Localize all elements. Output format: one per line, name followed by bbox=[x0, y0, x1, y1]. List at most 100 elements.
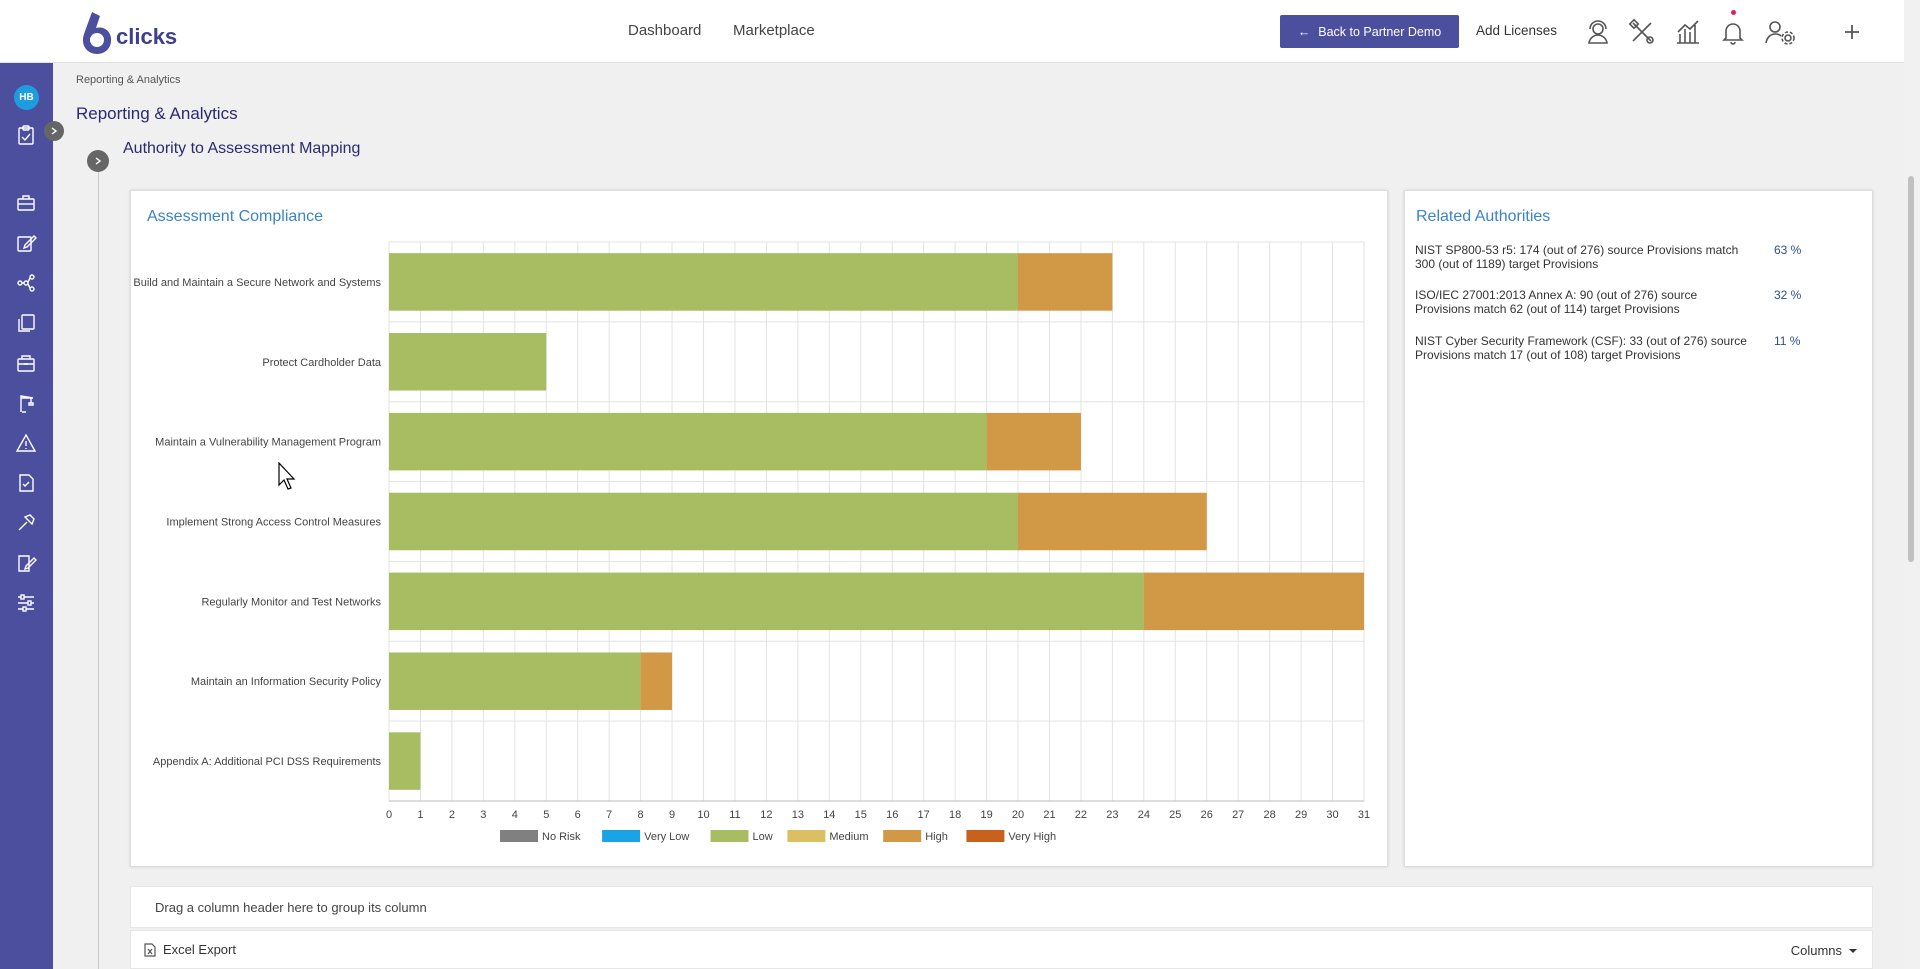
section-rail bbox=[98, 150, 99, 969]
back-button-label: Back to Partner Demo bbox=[1318, 24, 1442, 39]
legend-label: No Risk bbox=[542, 831, 581, 843]
columns-dropdown[interactable]: Columns bbox=[1791, 943, 1858, 958]
bar-segment bbox=[389, 333, 547, 391]
x-tick-label: 12 bbox=[760, 809, 772, 821]
related-authorities-title: Related Authorities bbox=[1416, 208, 1551, 225]
bar-segment bbox=[389, 572, 1144, 631]
nav-dashboard[interactable]: Dashboard bbox=[628, 22, 702, 39]
group-by-drop-zone[interactable]: Drag a column header here to group its c… bbox=[130, 886, 1873, 928]
document-check-icon[interactable] bbox=[15, 472, 37, 494]
x-tick-label: 14 bbox=[823, 809, 835, 821]
x-tick-label: 7 bbox=[606, 809, 612, 821]
legend-swatch bbox=[787, 830, 826, 842]
sidebar-expand-toggle[interactable] bbox=[44, 121, 64, 141]
x-tick-label: 25 bbox=[1169, 809, 1181, 821]
legend-swatch bbox=[710, 830, 749, 842]
legend-label: Very Low bbox=[644, 831, 689, 843]
x-tick-label: 21 bbox=[1043, 809, 1055, 821]
authority-text: NIST Cyber Security Framework (CSF): 33 … bbox=[1415, 334, 1747, 362]
mouse-cursor-icon bbox=[278, 462, 296, 490]
x-tick-label: 19 bbox=[980, 809, 992, 821]
breadcrumb[interactable]: Reporting & Analytics bbox=[76, 74, 181, 86]
category-label: Implement Strong Access Control Measures bbox=[166, 517, 381, 529]
add-licenses-link[interactable]: Add Licenses bbox=[1476, 23, 1558, 38]
x-tick-label: 11 bbox=[729, 809, 740, 821]
x-tick-label: 9 bbox=[669, 809, 675, 821]
analytics-icon[interactable] bbox=[1674, 18, 1702, 46]
section-toggle[interactable] bbox=[87, 150, 109, 172]
legend-label: Medium bbox=[829, 831, 868, 843]
tools-icon[interactable] bbox=[1628, 18, 1656, 46]
caret-down-icon bbox=[1849, 948, 1857, 953]
support-agent-icon[interactable] bbox=[1584, 18, 1612, 46]
chevron-right-icon bbox=[95, 157, 102, 165]
x-tick-label: 23 bbox=[1106, 809, 1118, 821]
hammer-icon[interactable] bbox=[15, 512, 37, 534]
assessment-icon[interactable] bbox=[15, 124, 37, 146]
x-tick-label: 30 bbox=[1326, 809, 1338, 821]
category-label: Appendix A: Additional PCI DSS Requireme… bbox=[153, 756, 382, 768]
assessment-compliance-panel: Assessment Compliance Build and Maintain… bbox=[130, 190, 1388, 867]
x-tick-label: 0 bbox=[386, 809, 392, 821]
authority-text: NIST SP800-53 r5: 174 (out of 276) sourc… bbox=[1415, 243, 1739, 271]
legend-swatch bbox=[602, 830, 641, 842]
edit-document-icon[interactable] bbox=[15, 552, 37, 574]
legend-label: Low bbox=[753, 831, 773, 843]
network-icon[interactable] bbox=[15, 272, 37, 294]
bar-segment bbox=[389, 652, 641, 710]
legend-swatch bbox=[500, 830, 538, 842]
chevron-right-icon bbox=[51, 127, 58, 135]
toolbox-icon[interactable] bbox=[15, 352, 37, 374]
copy-icon[interactable] bbox=[15, 312, 37, 334]
x-tick-label: 31 bbox=[1358, 809, 1370, 821]
briefcase-icon[interactable] bbox=[15, 192, 37, 214]
category-label: Protect Cardholder Data bbox=[262, 357, 381, 369]
arrow-left-icon: ← bbox=[1297, 24, 1311, 39]
bar-segment bbox=[1018, 253, 1113, 311]
category-label: Maintain an Information Security Policy bbox=[191, 676, 382, 688]
excel-export-label: Excel Export bbox=[163, 942, 236, 957]
authority-text: ISO/IEC 27001:2013 Annex A: 90 (out of 2… bbox=[1415, 288, 1698, 316]
page-title: Reporting & Analytics bbox=[76, 104, 238, 123]
warning-icon[interactable] bbox=[15, 432, 37, 454]
bar-segment bbox=[1018, 492, 1207, 551]
plus-icon[interactable] bbox=[1838, 18, 1866, 46]
sliders-icon[interactable] bbox=[15, 592, 37, 614]
x-tick-label: 6 bbox=[575, 809, 581, 821]
category-label: Regularly Monitor and Test Networks bbox=[201, 596, 381, 608]
x-tick-label: 15 bbox=[855, 809, 867, 821]
bar-segment bbox=[389, 253, 1019, 311]
page-scrollbar-thumb[interactable] bbox=[1908, 176, 1914, 562]
x-tick-label: 8 bbox=[638, 809, 644, 821]
x-tick-label: 24 bbox=[1138, 809, 1150, 821]
back-to-partner-demo-button[interactable]: ← Back to Partner Demo bbox=[1280, 15, 1459, 48]
x-tick-label: 26 bbox=[1201, 809, 1213, 821]
logo-text: clicks bbox=[116, 24, 178, 49]
x-tick-label: 2 bbox=[449, 809, 455, 821]
related-authorities-panel: Related Authorities NIST SP800-53 r5: 17… bbox=[1404, 190, 1873, 867]
legend-label: Very High bbox=[1008, 831, 1056, 843]
x-tick-label: 18 bbox=[949, 809, 961, 821]
6clicks-logo[interactable] bbox=[78, 8, 178, 56]
grid-toolbar: Excel Export Columns bbox=[130, 930, 1873, 969]
excel-file-icon bbox=[144, 942, 156, 957]
crane-icon[interactable] bbox=[15, 392, 37, 414]
section-title: Authority to Assessment Mapping bbox=[123, 140, 361, 157]
x-tick-label: 3 bbox=[480, 809, 486, 821]
assessment-compliance-title: Assessment Compliance bbox=[147, 208, 324, 225]
x-tick-label: 13 bbox=[792, 809, 804, 821]
x-tick-label: 17 bbox=[918, 809, 930, 821]
category-label: Build and Maintain a Secure Network and … bbox=[133, 277, 381, 289]
avatar[interactable]: HB bbox=[14, 85, 39, 110]
excel-export-button[interactable]: Excel Export bbox=[143, 942, 236, 957]
x-tick-label: 22 bbox=[1075, 809, 1087, 821]
bell-icon[interactable] bbox=[1719, 18, 1747, 46]
user-settings-icon[interactable] bbox=[1764, 18, 1796, 46]
edit-icon[interactable] bbox=[15, 232, 37, 254]
top-bar: clicks Dashboard Marketplace ← Back to P… bbox=[0, 0, 1920, 63]
nav-marketplace[interactable]: Marketplace bbox=[733, 22, 815, 39]
notification-dot bbox=[1731, 10, 1736, 15]
bar-segment bbox=[986, 412, 1081, 471]
x-tick-label: 20 bbox=[1012, 809, 1024, 821]
authority-percent: 32 % bbox=[1774, 288, 1802, 302]
